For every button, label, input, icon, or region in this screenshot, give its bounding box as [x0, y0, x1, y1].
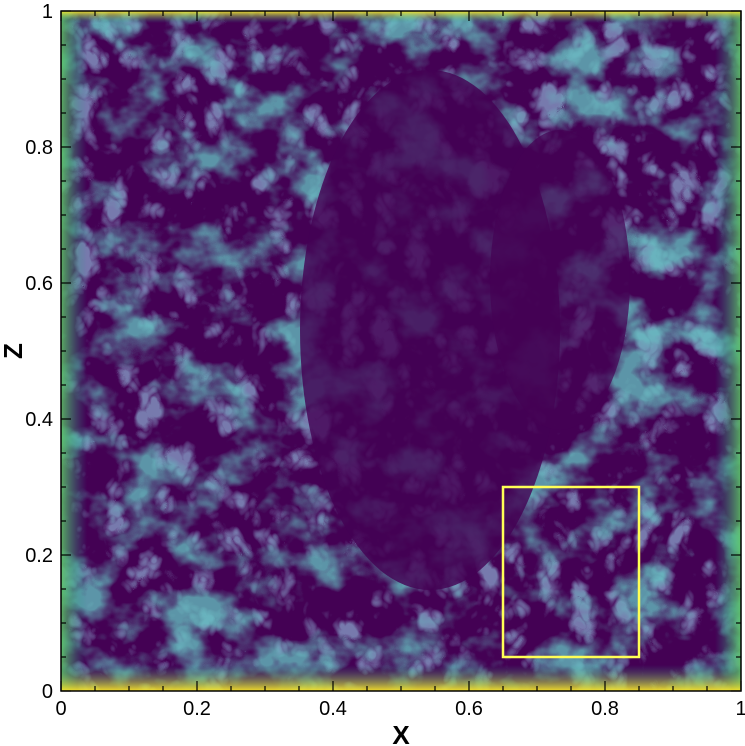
y-axis-title: Z — [0, 343, 28, 359]
x-tick-label: 0.2 — [183, 698, 211, 720]
axes: 0 0.2 0.4 0.6 0.8 1 0 0.2 0.4 0.6 0.8 1 — [25, 1, 745, 720]
x-tick-label: 0 — [55, 698, 66, 720]
y-tick-label: 0.2 — [25, 545, 53, 567]
x-tick-label: 1 — [735, 698, 745, 720]
x-tick-label: 0.8 — [591, 698, 619, 720]
heatmap-field — [61, 11, 741, 691]
y-tick-label: 0.6 — [25, 273, 53, 295]
y-tick-label: 0 — [42, 681, 53, 703]
highlight-rectangle — [501, 485, 641, 659]
x-axis-title: X — [392, 720, 410, 746]
x-tick-label: 0.6 — [455, 698, 483, 720]
y-tick-label: 0.4 — [25, 409, 53, 431]
x-tick-label: 0.4 — [319, 698, 347, 720]
y-tick-label: 1 — [42, 1, 53, 23]
annotations — [501, 485, 641, 659]
y-tick-label: 0.8 — [25, 137, 53, 159]
